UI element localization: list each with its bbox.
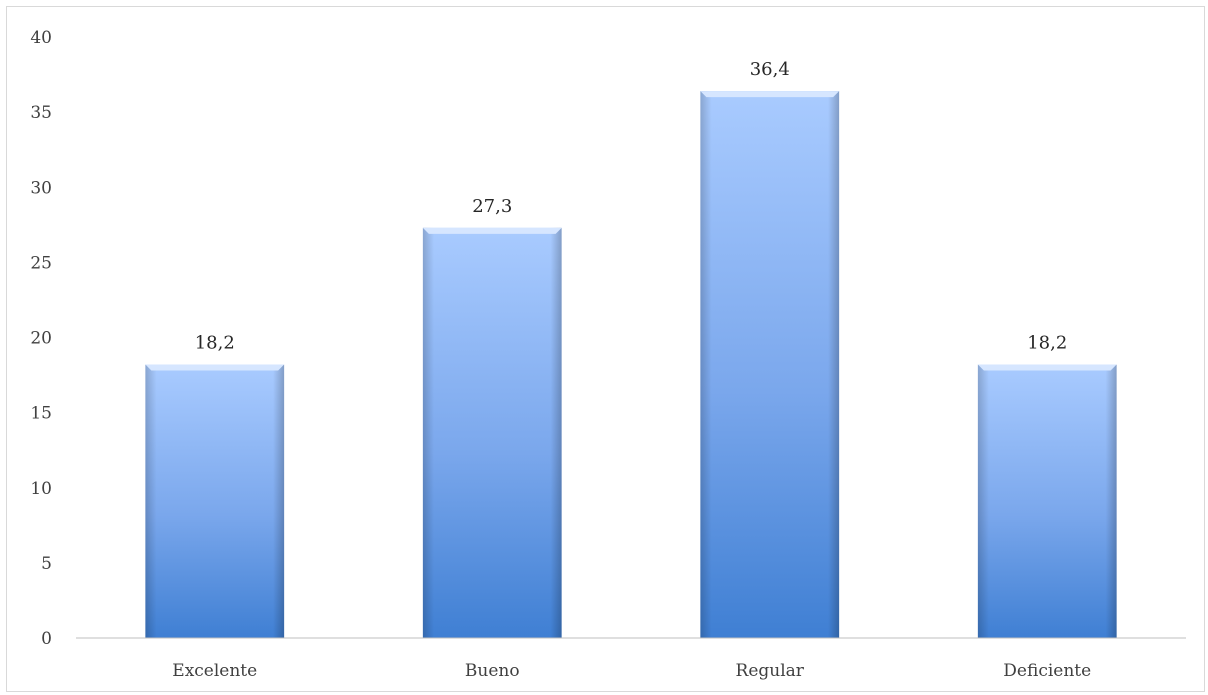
y-tick-label: 20 — [30, 329, 52, 349]
data-label: 18,2 — [195, 333, 235, 354]
bar-bevel — [700, 91, 840, 98]
bar-deficiente — [977, 364, 1117, 638]
y-tick-label: 5 — [41, 554, 52, 574]
x-axis-tick-labels: Excelente Bueno Regular Deficiente — [172, 661, 1091, 681]
y-tick-label: 15 — [30, 404, 52, 424]
bar-regular — [700, 91, 840, 639]
y-tick-label: 30 — [30, 178, 52, 198]
bars — [145, 91, 1117, 639]
bar-shading — [977, 364, 1117, 638]
bar-bevel — [422, 227, 562, 234]
data-label: 18,2 — [1027, 333, 1067, 354]
y-tick-label: 0 — [41, 629, 52, 649]
data-label: 27,3 — [472, 196, 512, 217]
bar-shading — [700, 91, 840, 639]
y-tick-label: 10 — [30, 479, 52, 499]
bar-excelente — [145, 364, 285, 638]
data-labels: 18,2 27,3 36,4 18,2 — [195, 59, 1068, 353]
y-tick-label: 40 — [30, 28, 52, 48]
x-tick-label: Regular — [736, 661, 805, 681]
y-tick-label: 25 — [30, 253, 52, 273]
x-tick-label: Excelente — [172, 661, 257, 681]
y-tick-label: 35 — [30, 103, 52, 123]
bar-bueno — [422, 227, 562, 638]
bar-shading — [145, 364, 285, 638]
x-tick-label: Bueno — [465, 661, 520, 681]
x-tick-label: Deficiente — [1003, 661, 1091, 681]
y-axis-tick-labels: 0 5 10 15 20 25 30 35 40 — [30, 28, 52, 649]
bar-bevel — [145, 364, 285, 371]
bar-shading — [422, 227, 562, 638]
data-label: 36,4 — [750, 59, 790, 80]
bar-bevel — [977, 364, 1117, 371]
